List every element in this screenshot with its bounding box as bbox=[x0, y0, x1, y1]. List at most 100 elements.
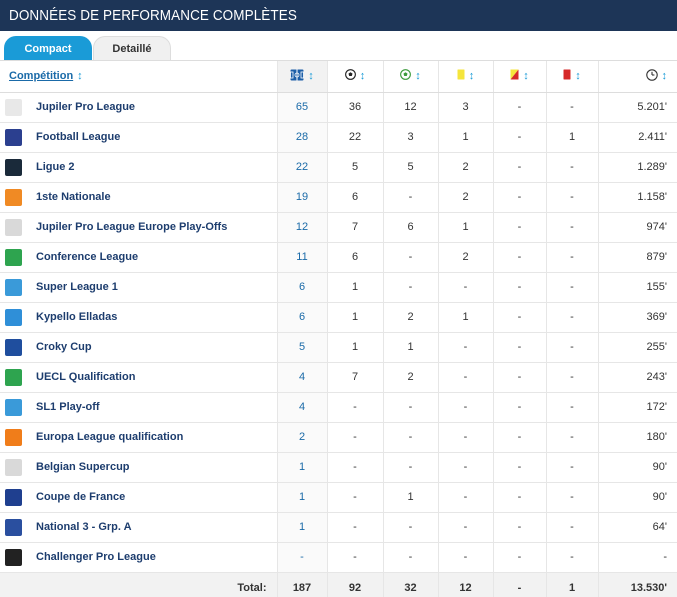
appearances-cell[interactable]: 4 bbox=[276, 392, 327, 423]
assists-cell: 5 bbox=[382, 152, 438, 183]
appearances-cell[interactable]: 22 bbox=[276, 152, 327, 183]
europe-play-offs-logo[interactable] bbox=[5, 218, 22, 236]
second-yellow-column-header[interactable]: ↕ bbox=[492, 61, 546, 93]
appearances-cell[interactable]: 65 bbox=[276, 92, 327, 123]
competition-cell: UECL Qualification bbox=[0, 362, 277, 393]
super-league-1-logo[interactable] bbox=[5, 278, 22, 296]
sort-arrows-icon[interactable]: ↕ bbox=[523, 70, 529, 83]
competition-link[interactable]: Belgian Supercup bbox=[36, 461, 130, 473]
red-cards-cell: 1 bbox=[545, 122, 598, 153]
competition-cell: Jupiler Pro League Europe Play-Offs bbox=[0, 212, 277, 243]
appearances-cell[interactable]: 19 bbox=[276, 182, 327, 213]
competition-column-header[interactable]: Compétition ↕ bbox=[0, 61, 277, 93]
red-cards-cell: - bbox=[545, 92, 598, 123]
appearances-cell[interactable]: 2 bbox=[276, 422, 327, 453]
competition-link[interactable]: Kypello Elladas bbox=[36, 311, 118, 323]
tab-detailed[interactable]: Detaillé bbox=[93, 36, 171, 61]
table-header-row: Compétition ↕ ↕ ↕ ↕ ↕ bbox=[0, 61, 677, 93]
belgian-supercup-logo[interactable] bbox=[5, 458, 22, 476]
football-league-logo[interactable] bbox=[5, 128, 22, 146]
goals-cell: - bbox=[326, 512, 383, 543]
uecl-qualification-logo[interactable] bbox=[5, 368, 22, 386]
appearances-cell[interactable]: 1 bbox=[276, 482, 327, 513]
assists-cell: - bbox=[382, 392, 438, 423]
assists-cell: 1 bbox=[382, 482, 438, 513]
yellow-cards-cell: - bbox=[437, 362, 493, 393]
appearances-cell[interactable]: 1 bbox=[276, 512, 327, 543]
jupiler-pro-league-logo[interactable] bbox=[5, 98, 22, 116]
appearances-cell[interactable]: 4 bbox=[276, 362, 327, 393]
sort-arrows-icon[interactable]: ↕ bbox=[308, 70, 314, 83]
competition-link[interactable]: Europa League qualification bbox=[36, 431, 184, 443]
tab-compact[interactable]: Compact bbox=[4, 36, 92, 61]
sort-arrows-icon[interactable]: ↕ bbox=[415, 70, 421, 83]
goals-cell: 7 bbox=[326, 362, 383, 393]
sort-arrows-icon[interactable]: ↕ bbox=[661, 70, 668, 83]
competition-link[interactable]: Croky Cup bbox=[36, 341, 92, 353]
appearances-cell[interactable]: 11 bbox=[276, 242, 327, 273]
appearances-cell[interactable]: 5 bbox=[276, 332, 327, 363]
coupe-de-france-logo[interactable] bbox=[5, 488, 22, 506]
minutes-cell: 180' bbox=[597, 422, 677, 453]
appearances-cell[interactable]: 6 bbox=[276, 302, 327, 333]
yellow-cards-cell: - bbox=[437, 512, 493, 543]
competition-link[interactable]: 1ste Nationale bbox=[36, 191, 111, 203]
assists-cell: - bbox=[382, 512, 438, 543]
goals-column-header[interactable]: ↕ bbox=[326, 61, 383, 93]
competition-link[interactable]: UECL Qualification bbox=[36, 371, 136, 383]
yellow-cards-cell: - bbox=[437, 482, 493, 513]
appearances-cell[interactable]: 1 bbox=[276, 452, 327, 483]
competition-link[interactable]: Jupiler Pro League bbox=[36, 101, 136, 113]
competition-header-label[interactable]: Compétition bbox=[9, 70, 74, 83]
competition-link[interactable]: Ligue 2 bbox=[36, 161, 75, 173]
competition-link[interactable]: National 3 - Grp. A bbox=[36, 521, 132, 533]
sort-arrows-icon[interactable]: ↕ bbox=[77, 70, 83, 83]
appearances-cell[interactable]: 12 bbox=[276, 212, 327, 243]
europa-league-logo[interactable] bbox=[5, 428, 22, 446]
competition-cell: Kypello Elladas bbox=[0, 302, 277, 333]
conference-league-logo[interactable] bbox=[5, 248, 22, 266]
minutes-cell: 1.289' bbox=[597, 152, 677, 183]
challenger-pro-league-logo[interactable] bbox=[5, 548, 22, 566]
ligue-2-logo[interactable] bbox=[5, 158, 22, 176]
yellow-cards-column-header[interactable]: ↕ bbox=[437, 61, 493, 93]
red-card-icon bbox=[563, 69, 571, 83]
appearances-cell[interactable]: 28 bbox=[276, 122, 327, 153]
sl1-play-off-logo[interactable] bbox=[5, 398, 22, 416]
yellow-cards-cell: - bbox=[437, 542, 493, 573]
1ste-nationale-logo[interactable] bbox=[5, 188, 22, 206]
appearances-cell[interactable]: 6 bbox=[276, 272, 327, 303]
goals-cell: - bbox=[326, 542, 383, 573]
competition-cell: Jupiler Pro League bbox=[0, 92, 277, 123]
sort-arrows-icon[interactable]: ↕ bbox=[359, 70, 366, 83]
national-3-logo[interactable] bbox=[5, 518, 22, 536]
second-yellow-cell: - bbox=[492, 272, 546, 303]
assists-column-header[interactable]: ↕ bbox=[382, 61, 438, 93]
yellow-cards-cell: 2 bbox=[437, 242, 493, 273]
table-row: Challenger Pro League - - - - - - - bbox=[0, 542, 677, 573]
red-cards-column-header[interactable]: ↕ bbox=[545, 61, 598, 93]
table-body: Jupiler Pro League 65 36 12 3- -5.201' Footbal… bbox=[0, 92, 677, 573]
total-second-yellow: - bbox=[492, 572, 546, 597]
croky-cup-logo[interactable] bbox=[5, 338, 22, 356]
sort-arrows-icon[interactable]: ↕ bbox=[575, 70, 581, 83]
assists-cell: 6 bbox=[382, 212, 438, 243]
table-row: Europa League qualification 2- - - - -180' bbox=[0, 422, 677, 453]
red-cards-cell: - bbox=[545, 422, 598, 453]
appearances-column-header[interactable]: ↕ bbox=[276, 61, 327, 93]
yellow-cards-cell: 2 bbox=[437, 182, 493, 213]
kypello-elladas-logo[interactable] bbox=[5, 308, 22, 326]
competition-link[interactable]: Football League bbox=[36, 131, 121, 143]
minutes-cell: 90' bbox=[597, 452, 677, 483]
competition-link[interactable]: Jupiler Pro League Europe Play-Offs bbox=[36, 221, 228, 233]
competition-link[interactable]: SL1 Play-off bbox=[36, 401, 100, 413]
competition-cell: Croky Cup bbox=[0, 332, 277, 363]
competition-link[interactable]: Super League 1 bbox=[36, 281, 118, 293]
competition-link[interactable]: Conference League bbox=[36, 251, 139, 263]
minutes-column-header[interactable]: ↕ bbox=[597, 61, 677, 93]
competition-link[interactable]: Coupe de France bbox=[36, 491, 126, 503]
goals-cell: 1 bbox=[326, 272, 383, 303]
sort-arrows-icon[interactable]: ↕ bbox=[468, 70, 475, 83]
competition-link[interactable]: Challenger Pro League bbox=[36, 551, 156, 563]
yellow-cards-cell: 1 bbox=[437, 122, 493, 153]
